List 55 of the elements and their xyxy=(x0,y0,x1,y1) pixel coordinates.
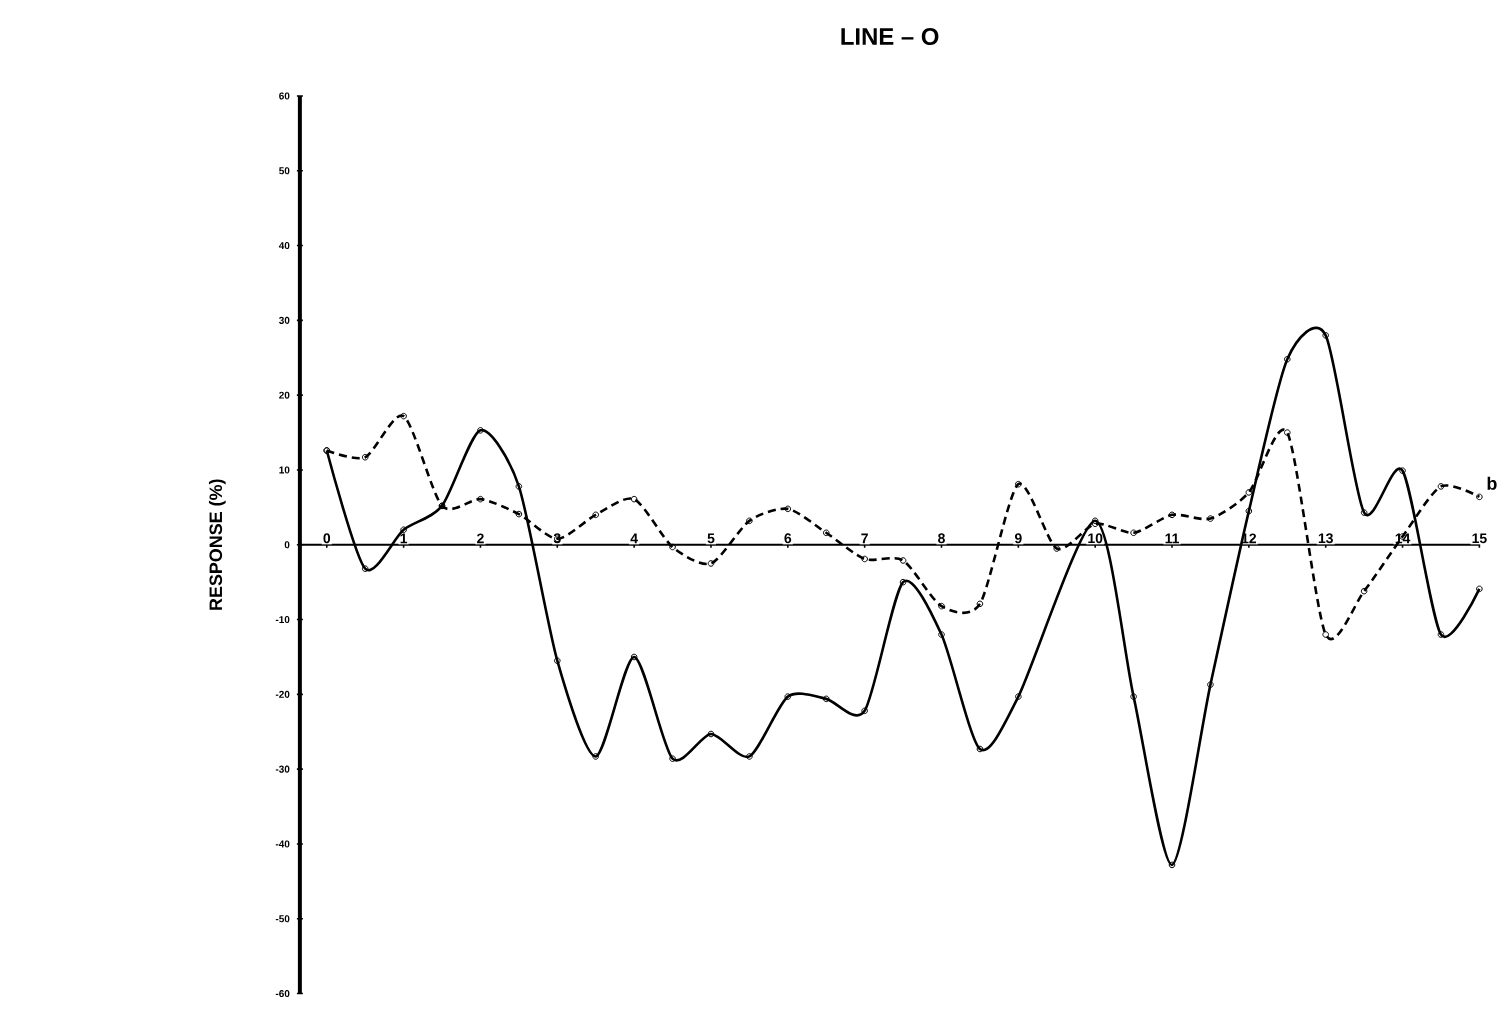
point xyxy=(1322,631,1329,639)
point xyxy=(1360,588,1368,595)
point xyxy=(554,657,561,665)
point xyxy=(1207,515,1214,523)
point xyxy=(1168,511,1176,519)
point xyxy=(515,511,523,518)
point xyxy=(1053,545,1061,553)
point xyxy=(1283,429,1291,437)
y-axis-title: RESPONSE (%) xyxy=(208,479,226,611)
point xyxy=(1015,693,1022,701)
point xyxy=(938,603,945,610)
point xyxy=(1245,508,1253,515)
point xyxy=(592,511,599,519)
point xyxy=(899,579,907,586)
point xyxy=(861,707,868,715)
point xyxy=(669,755,676,763)
point xyxy=(400,413,407,420)
point xyxy=(1476,493,1483,501)
point xyxy=(1245,489,1253,496)
point xyxy=(822,529,830,537)
point xyxy=(1437,483,1445,490)
chart-title: LINE – O xyxy=(841,28,939,46)
point xyxy=(477,427,484,434)
point xyxy=(1130,693,1137,701)
point xyxy=(515,483,523,490)
point xyxy=(822,695,830,703)
point xyxy=(1130,529,1137,537)
point xyxy=(1091,517,1099,525)
point xyxy=(1283,356,1291,363)
point xyxy=(592,753,599,760)
point xyxy=(899,557,907,564)
point xyxy=(784,693,792,701)
point xyxy=(1015,481,1022,488)
point xyxy=(669,543,676,551)
point xyxy=(477,496,484,503)
point xyxy=(746,753,753,760)
point xyxy=(746,517,753,525)
point xyxy=(1322,332,1329,339)
point xyxy=(361,565,369,573)
point xyxy=(630,496,638,503)
point xyxy=(1437,631,1445,639)
point xyxy=(1207,681,1214,689)
point xyxy=(976,600,984,608)
point xyxy=(361,454,369,461)
point xyxy=(1168,861,1176,869)
point xyxy=(784,505,792,513)
point xyxy=(630,653,638,661)
series-label: b xyxy=(1487,476,1497,491)
point xyxy=(707,560,715,567)
point xyxy=(976,745,984,753)
point xyxy=(938,631,945,639)
point xyxy=(861,555,868,563)
point xyxy=(707,730,715,738)
point xyxy=(1399,467,1406,475)
point xyxy=(1360,509,1368,517)
